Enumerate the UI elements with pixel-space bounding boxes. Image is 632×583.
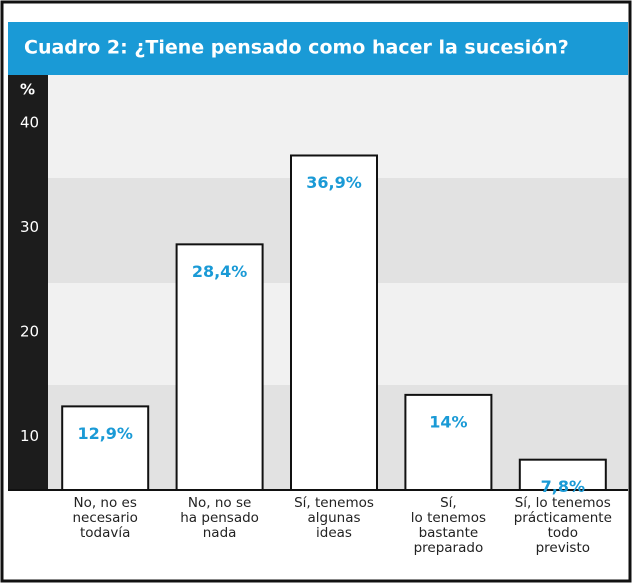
y-axis-strip [8,75,48,490]
value-label: 36,9% [306,173,362,192]
bar [290,154,378,491]
y-tick-label: 30 [20,218,39,236]
y-tick-label: 40 [20,114,39,132]
x-tick-label: Sí, lo tenemos prácticamente todo previs… [513,495,612,556]
x-tick-label: Sí, lo tenemos bastante preparado [410,495,486,556]
x-tick-label: Sí, tenemos algunas ideas [294,495,374,541]
y-tick-label: 10 [20,427,39,445]
bar [61,405,150,492]
value-label: 7,8% [541,477,585,496]
x-tick-label: No, no es necesario todavía [72,495,138,541]
value-label: 28,4% [192,262,248,281]
y-axis-label: % [20,81,35,99]
title-bar [8,22,628,75]
x-tick-label: No, no se ha pensado nada [180,495,259,541]
bar [175,243,264,491]
y-tick-label: 20 [20,323,39,341]
chart-title: Cuadro 2: ¿Tiene pensado como hacer la s… [24,37,569,59]
value-label: 14% [429,412,467,431]
bar [518,458,607,492]
value-label: 12,9% [77,424,133,443]
bar [404,393,493,491]
